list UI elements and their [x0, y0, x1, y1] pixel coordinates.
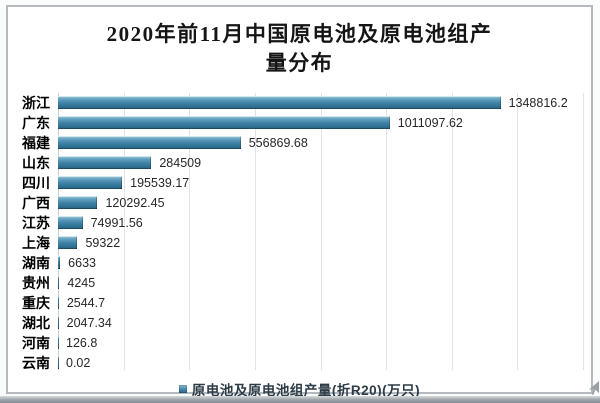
gridline: [451, 93, 453, 370]
chart-row: 2047.34: [58, 313, 583, 333]
chart-row: 126.8: [58, 333, 583, 353]
value-label: 120292.45: [105, 196, 165, 210]
category-label: 福建: [22, 135, 50, 151]
cursor-icon: [589, 381, 599, 395]
chart-title: 2020年前11月中国原电池及原电池组产 量分布: [8, 20, 591, 78]
bar: [58, 156, 152, 169]
bar: [58, 276, 60, 289]
category-label: 湖北: [22, 315, 50, 331]
category-label: 山东: [22, 155, 50, 171]
bar: [58, 176, 123, 189]
legend-marker-icon: [178, 385, 187, 393]
chart-row: 59322: [58, 233, 583, 253]
bar: [58, 116, 390, 129]
gridline: [320, 93, 322, 370]
legend-label: 原电池及原电池组产量(折R20)(万只): [191, 383, 421, 398]
value-label: 126.8: [66, 336, 98, 350]
category-label: 重庆: [22, 295, 50, 311]
gridline: [386, 93, 388, 370]
bar: [58, 96, 501, 109]
bar: [58, 236, 78, 249]
value-label: 1348816.2: [508, 96, 568, 110]
category-label: 湖南: [22, 255, 50, 271]
chart-row: 284509: [58, 153, 583, 173]
category-label: 上海: [22, 235, 50, 251]
bar: [58, 296, 59, 309]
chart-row: 0.02: [58, 353, 583, 373]
gridline: [583, 93, 584, 370]
category-label: 河南: [22, 335, 50, 351]
plot-area: 浙江广东福建山东四川广西江苏上海湖南贵州重庆湖北河南云南 1348816.2 10…: [16, 93, 584, 374]
chart-row: 120292.45: [58, 193, 583, 213]
chart-row: 74991.56: [58, 213, 583, 233]
bar-track-area: 1348816.2 1011097.62 556869.68 284509 195539…: [58, 93, 584, 374]
bar: [58, 196, 98, 209]
category-label: 云南: [22, 355, 50, 371]
legend: 原电池及原电池组产量(折R20)(万只): [8, 379, 591, 399]
value-label: 6633: [68, 256, 96, 270]
value-label: 4245: [67, 276, 96, 290]
value-label: 59322: [85, 236, 121, 250]
chart-row: 556869.68: [58, 133, 583, 153]
chart-row: 4245: [58, 273, 583, 293]
gridline: [254, 93, 256, 370]
bar: [58, 256, 61, 269]
value-label: 2047.34: [66, 316, 112, 330]
category-label: 广西: [22, 195, 50, 211]
chart-row: 195539.17: [58, 173, 583, 193]
category-axis: 浙江广东福建山东四川广西江苏上海湖南贵州重庆湖北河南云南: [16, 93, 58, 374]
category-label: 浙江: [22, 95, 50, 111]
category-label: 江苏: [22, 215, 50, 231]
value-label: 0.02: [66, 356, 91, 370]
page-bottom-edge: [0, 396, 600, 403]
value-label: 2544.7: [66, 296, 106, 310]
chart-row: 1348816.2: [58, 93, 583, 113]
chart-title-line-1: 2020年前11月中国原电池及原电池组产: [106, 22, 493, 46]
bar: [58, 356, 59, 369]
gridline: [123, 93, 125, 370]
value-label: 556869.68: [248, 136, 308, 150]
category-label: 四川: [22, 175, 50, 191]
bar: [58, 136, 241, 149]
value-label: 74991.56: [90, 216, 143, 230]
category-label: 贵州: [22, 275, 50, 291]
gridline: [517, 93, 519, 370]
value-label: 284509: [159, 156, 202, 170]
chart-title-line-2: 量分布: [265, 51, 334, 75]
chart-row: 6633: [58, 253, 583, 273]
value-axis-line: [58, 93, 59, 370]
gridline: [189, 93, 191, 370]
bar: [58, 216, 83, 229]
value-label: 195539.17: [130, 176, 190, 190]
category-label: 广东: [22, 115, 50, 131]
chart-frame: 2020年前11月中国原电池及原电池组产 量分布 浙江广东福建山东四川广西江苏上…: [6, 5, 593, 398]
bar: [58, 316, 59, 329]
chart-row: 2544.7: [58, 293, 583, 313]
bar: [58, 336, 59, 349]
value-label: 1011097.62: [397, 116, 463, 130]
chart-row: 1011097.62: [58, 113, 583, 133]
